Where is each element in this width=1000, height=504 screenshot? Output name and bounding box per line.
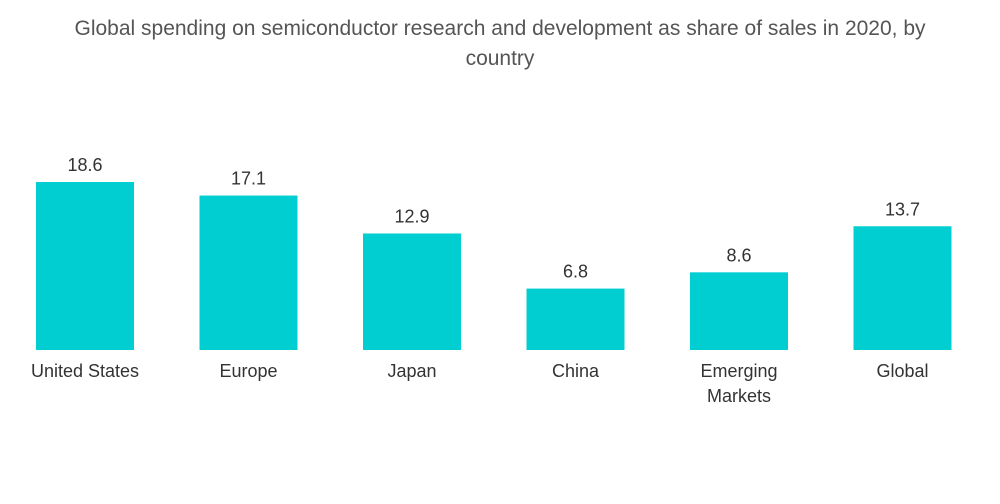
value-label: 8.6	[726, 245, 751, 265]
bar-emerging-markets	[690, 272, 788, 350]
category-label: Markets	[707, 386, 771, 406]
value-label: 17.1	[231, 169, 266, 189]
chart-title-line-2: country	[465, 47, 535, 70]
value-label: 6.8	[563, 262, 588, 282]
bar-china	[526, 288, 625, 350]
value-label: 12.9	[394, 206, 429, 226]
category-label: United States	[31, 361, 139, 381]
chart-title-line-1: Global spending on semiconductor researc…	[74, 17, 926, 40]
value-label: 18.6	[67, 155, 102, 175]
category-label: Japan	[387, 361, 436, 381]
category-label: Emerging	[700, 361, 777, 381]
bar-united-states	[36, 182, 134, 350]
chart-title: Global spending on semiconductor researc…	[0, 14, 1000, 74]
category-label: Europe	[219, 361, 277, 381]
bar-japan	[363, 233, 461, 350]
value-label: 13.7	[885, 199, 920, 219]
bar-global	[853, 226, 952, 350]
category-label: China	[552, 361, 600, 381]
bar-europe	[199, 195, 298, 350]
category-label: Global	[876, 361, 928, 381]
